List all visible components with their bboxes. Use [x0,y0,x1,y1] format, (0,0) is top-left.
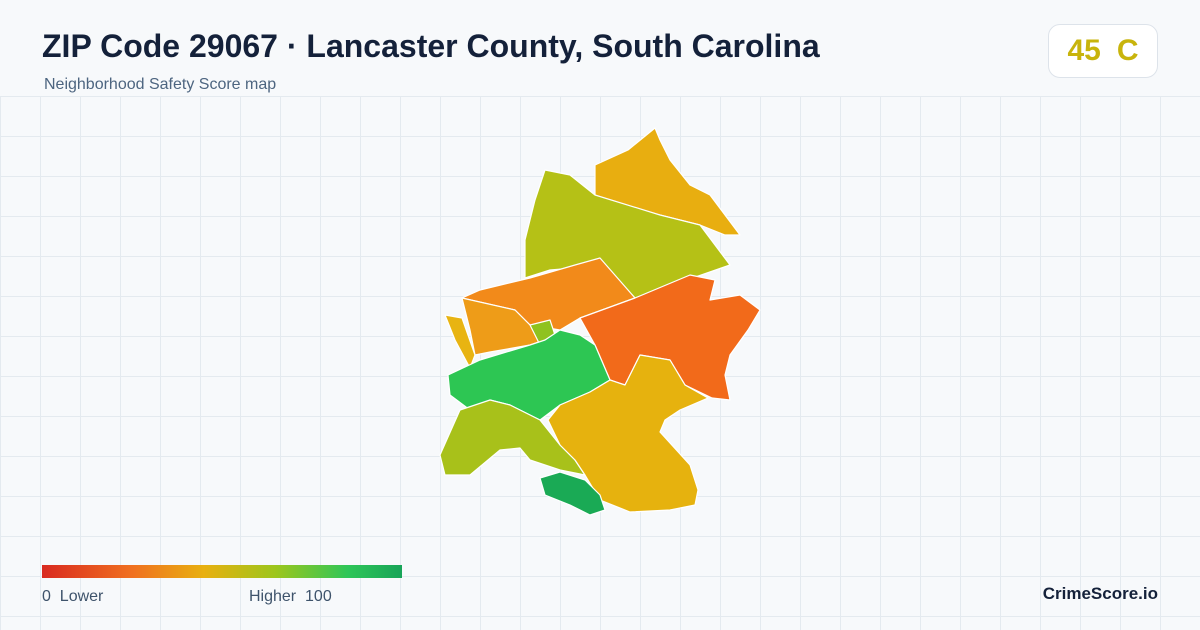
brand: CrimeScore.io [1042,584,1158,603]
legend-min-label: Lower [59,588,104,605]
legend-min: 0 [42,588,51,605]
legend-max-label: Higher [249,588,297,605]
subtitle: Neighborhood Safety Score map [44,76,277,93]
grade: C [1116,34,1139,67]
legend-low: 0 Lower [42,588,103,606]
score-badge: 45 C [1048,24,1158,78]
title: ZIP Code 29067 · Lancaster County, South… [42,28,820,64]
legend-max: 100 [305,588,332,605]
region [547,354,709,513]
legend-high: Higher 100 [249,588,332,606]
score: 45 [1067,34,1101,67]
region [444,314,476,369]
legend-gradient [42,565,402,578]
region [539,471,606,516]
region [439,399,586,476]
